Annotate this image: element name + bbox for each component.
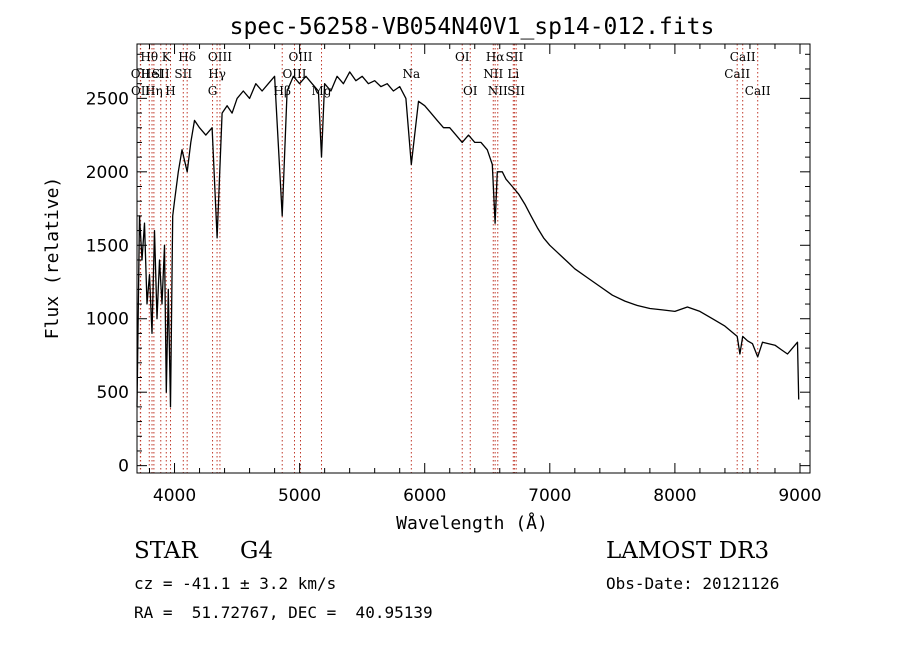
- line-label: Hθ: [140, 50, 158, 64]
- line-label: Mg: [312, 84, 332, 98]
- x-tick-label: 4000: [153, 486, 196, 506]
- plot-frame: [136, 43, 811, 474]
- line-label: OI: [463, 84, 478, 98]
- line-label: OIII: [208, 50, 232, 64]
- survey-name: LAMOST DR3: [606, 538, 770, 564]
- x-tick-label: 5000: [278, 486, 321, 506]
- y-axis-label: Flux (relative): [42, 177, 63, 340]
- line-label: NII: [483, 67, 503, 81]
- line-label: SII: [152, 67, 170, 81]
- y-tick-label: 500: [97, 383, 129, 403]
- line-label: Hη: [145, 84, 163, 98]
- x-axis-ticks: 4000 5000 6000 7000 8000 9000: [149, 44, 822, 506]
- spectrum-chart: spec-56258-VB054N40V1_sp14-012.fits Hθ OI…: [42, 14, 822, 534]
- line-label: Hα: [486, 50, 505, 64]
- line-label: OII: [131, 84, 151, 98]
- line-label: OII: [131, 67, 151, 81]
- line-label: SII: [507, 84, 525, 98]
- line-label: G: [208, 84, 218, 98]
- line-label: Na: [403, 67, 421, 81]
- x-tick-label: 8000: [653, 486, 696, 506]
- x-axis-label: Wavelength (Å): [396, 512, 548, 534]
- line-label: Hγ: [208, 67, 226, 81]
- x-tick-label: 7000: [528, 486, 571, 506]
- line-label: Hδ: [178, 50, 196, 64]
- object-class: STAR: [134, 538, 198, 564]
- line-label: H: [165, 84, 175, 98]
- line-label: OI: [455, 50, 470, 64]
- spectral-line-markers: [139, 44, 759, 473]
- y-axis-ticks: 0 500 1000 1500 2000 2500: [86, 53, 810, 477]
- line-label: OIII: [282, 67, 306, 81]
- y-tick-label: 2500: [86, 89, 129, 109]
- line-label: NII: [488, 84, 508, 98]
- x-tick-label: 9000: [778, 486, 821, 506]
- y-tick-label: 2000: [86, 163, 129, 183]
- y-tick-label: 0: [118, 457, 129, 477]
- line-label: SII: [506, 50, 524, 64]
- observation-date: Obs-Date: 20121126: [606, 574, 780, 593]
- line-label: HeI: [141, 67, 164, 81]
- redshift-velocity: cz = -41.1 ± 3.2 km/s: [134, 574, 337, 593]
- chart-title: spec-56258-VB054N40V1_sp14-012.fits: [230, 14, 715, 40]
- line-label: CaII: [724, 67, 750, 81]
- line-label: SII: [174, 67, 192, 81]
- spectral-line-labels: HθOIIOIIHeIHηSIIKHHδSIIOIIIHγGOIIIOIIIHβ…: [131, 50, 771, 98]
- object-subclass: G4: [240, 538, 274, 564]
- line-label: CaII: [745, 84, 771, 98]
- line-label: CaII: [730, 50, 756, 64]
- line-label: Li: [507, 67, 519, 81]
- line-label: OIII: [288, 50, 312, 64]
- sky-coordinates: RA = 51.72767, DEC = 40.95139: [134, 603, 433, 622]
- line-label: K: [162, 50, 172, 64]
- y-tick-label: 1000: [86, 310, 129, 330]
- flux-series-line: [136, 71, 800, 408]
- x-tick-label: 6000: [403, 486, 446, 506]
- y-tick-label: 1500: [86, 236, 129, 256]
